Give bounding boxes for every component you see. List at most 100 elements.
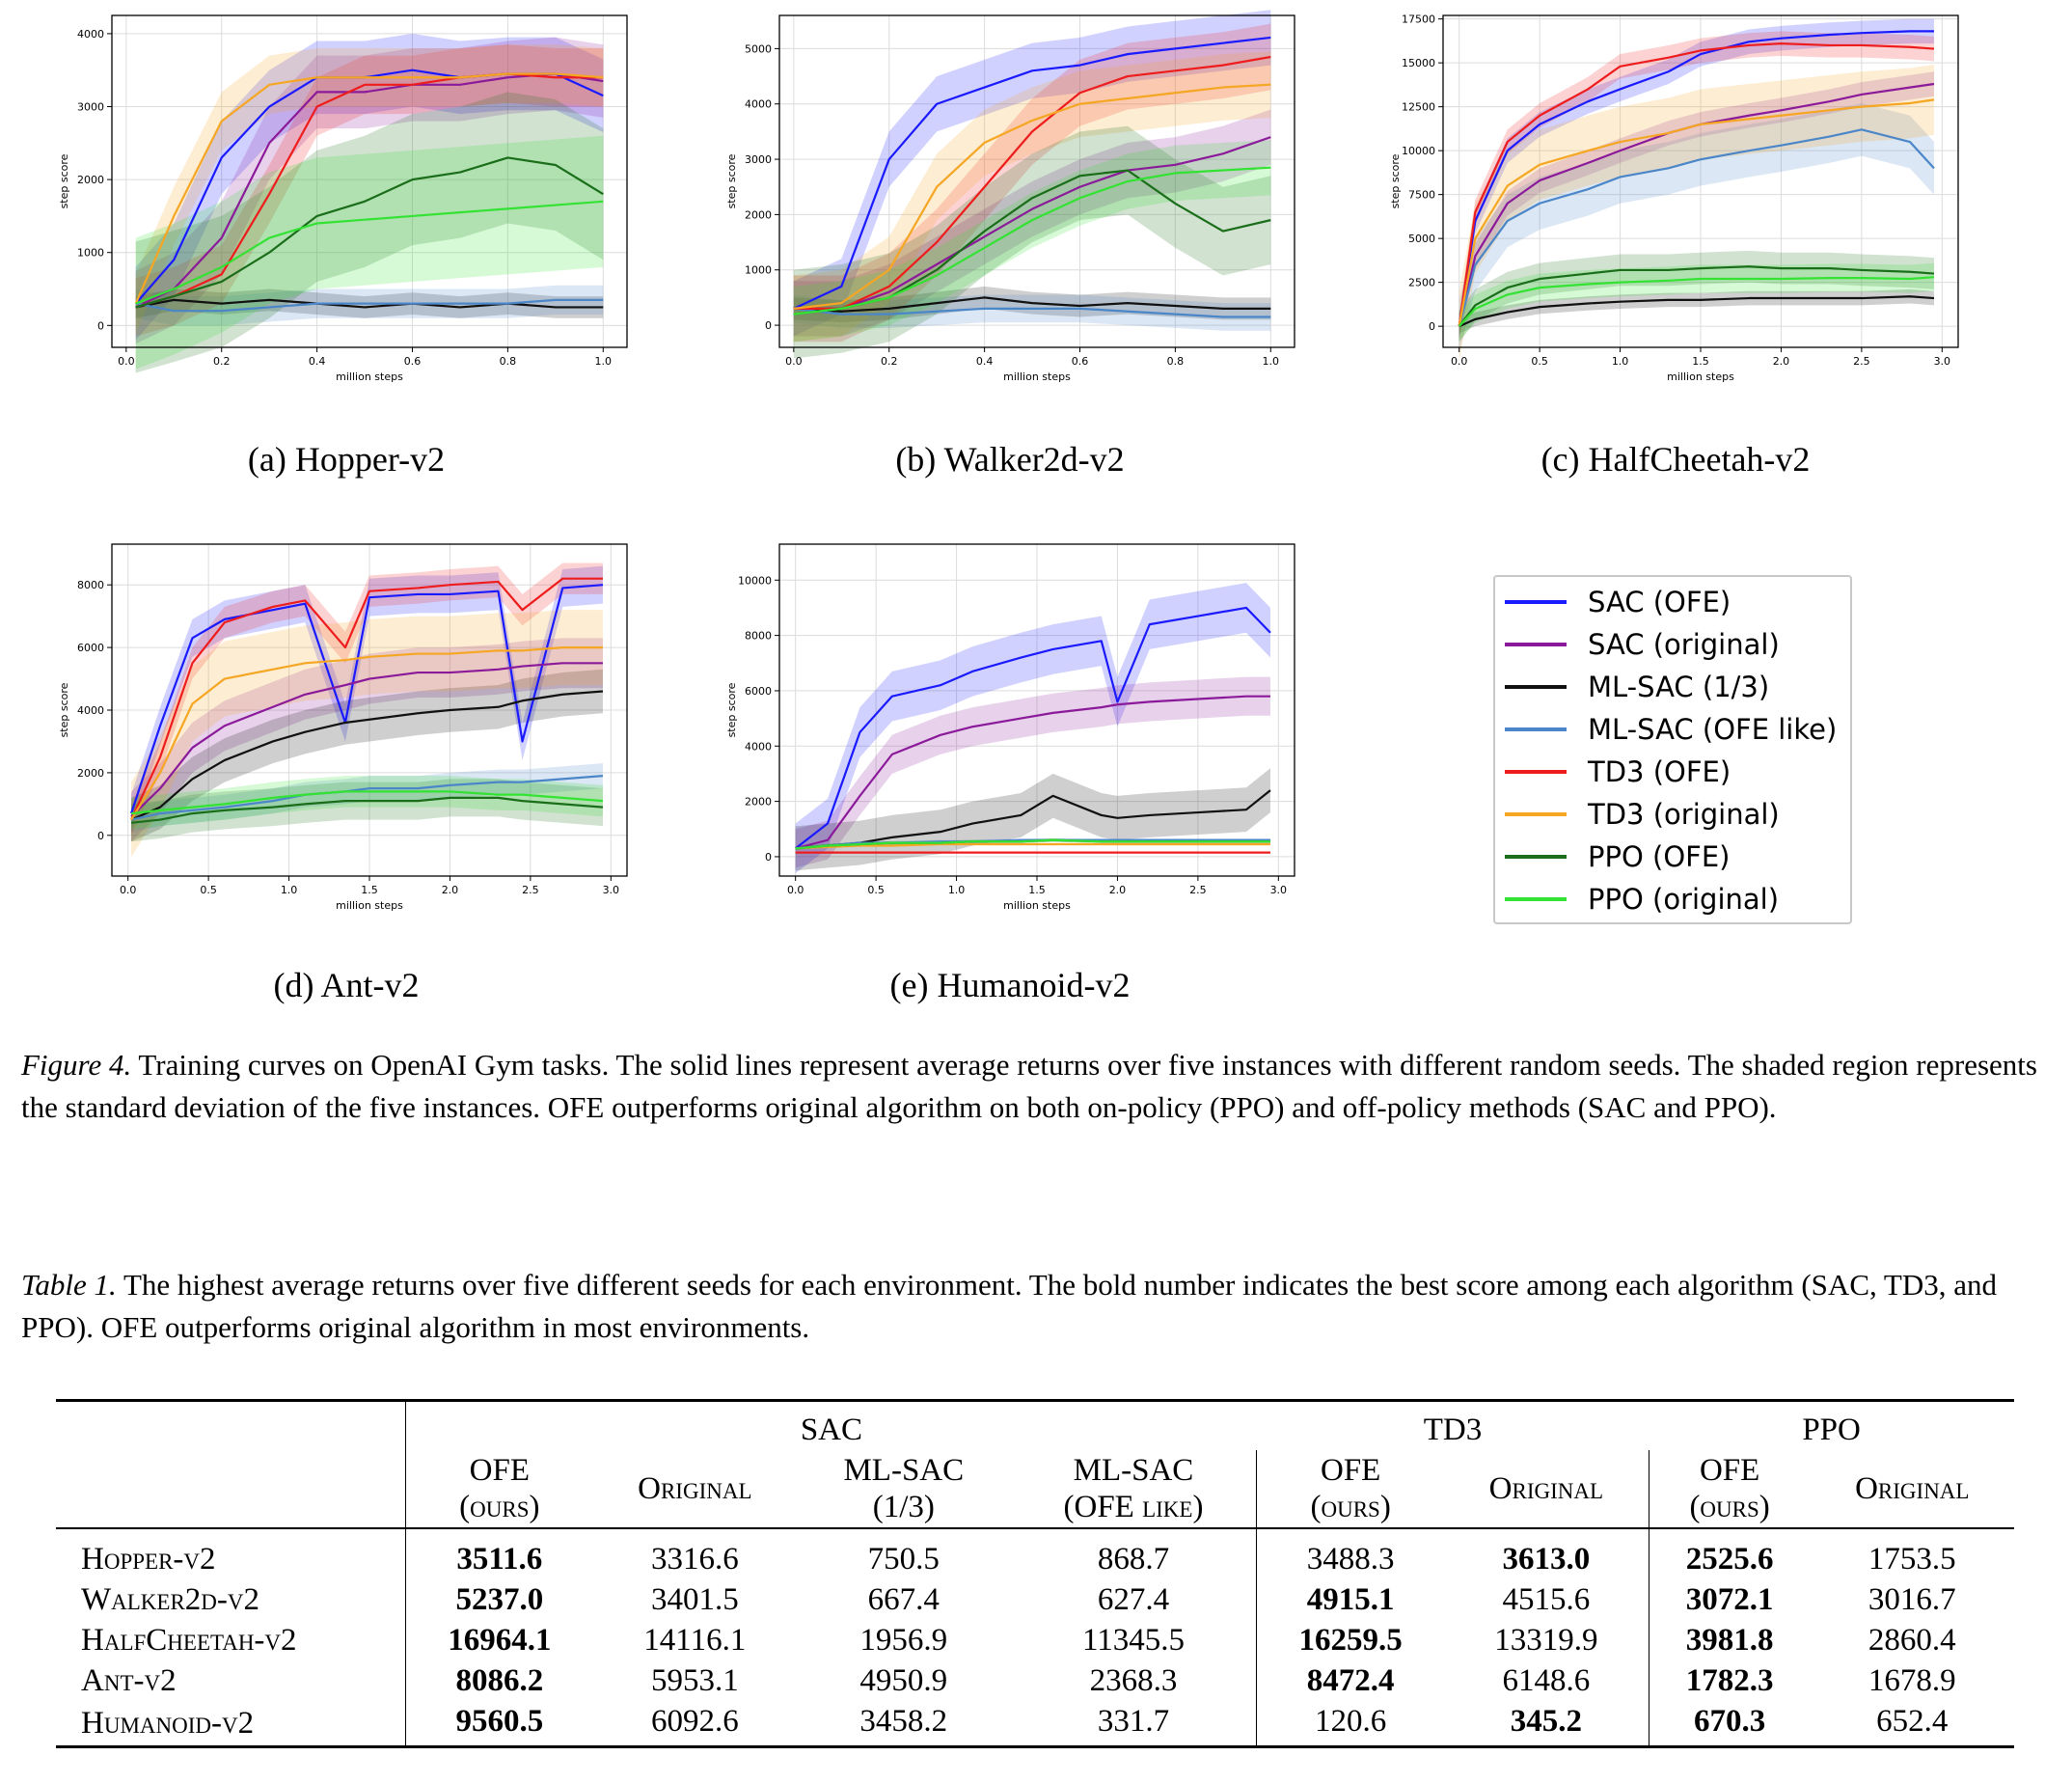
legend-label: SAC (original)	[1588, 628, 1780, 661]
x-tick-label: 1.0	[281, 884, 298, 896]
band-td3-original	[135, 44, 604, 333]
legend-item: PPO (original)	[1505, 880, 1779, 919]
chart-svg: 0.0 0.2 0.4 0.6 0.8 1.0 0 1000 2000 3000 4000 milli…	[58, 14, 628, 383]
chart-svg: 0.0 0.2 0.4 0.6 0.8 1.0 0 1000 2000 3000 4000 5000 m…	[725, 10, 1295, 383]
y-tick-label: 2500	[1408, 277, 1435, 289]
y-tick-label: 0	[765, 319, 772, 332]
plot-frame	[778, 14, 1295, 348]
chart-walker2d: 0.0 0.2 0.4 0.6 0.8 1.0 0 1000 2000 3000 4000 5000 m…	[706, 0, 1314, 396]
table-cell: 2368.3	[1089, 1663, 1178, 1698]
y-axis-label: step score	[58, 153, 70, 208]
table-row: Humanoid-v2 9560.5 6092.6 3458.2 331.7 120.6 3…	[56, 1701, 2014, 1748]
row-env-name: Ant-v2	[81, 1663, 177, 1698]
chart-svg: 0.0 0.5 1.0 1.5 2.0 2.5 3.0 0 2000 4000 6000 8000 mi…	[58, 543, 628, 912]
legend-swatch	[1505, 855, 1567, 859]
chart-svg: 0.0 0.5 1.0 1.5 2.0 2.5 3.0 0 2500 5000 7500 10000 1…	[1389, 14, 1959, 383]
legend-swatch	[1505, 812, 1567, 816]
band-td3-ofe	[131, 562, 603, 836]
table-cell: 1753.5	[1868, 1542, 1956, 1577]
table-cell: 3458.2	[797, 1701, 1011, 1748]
table-cell: 3016.7	[1868, 1582, 1956, 1617]
legend-swatch	[1505, 685, 1567, 689]
band-ppo-original	[131, 776, 603, 830]
y-tick-label: 4000	[745, 98, 772, 111]
plot-frame	[111, 14, 628, 348]
table-cell: 2860.4	[1868, 1623, 1956, 1658]
table-cell: 11345.5	[1081, 1623, 1185, 1658]
legend-label: ML-SAC (OFE like)	[1588, 713, 1838, 746]
table-cell: 120.6	[1256, 1701, 1444, 1748]
y-axis-label: step score	[58, 682, 70, 737]
table-cell: 3488.3	[1256, 1528, 1444, 1579]
band-ml-sac-ofe-like	[1459, 103, 1934, 353]
y-tick-label: 0	[765, 851, 772, 864]
series-line-ml-sac-1-3	[135, 298, 604, 309]
series-line-ppo-original	[135, 200, 604, 305]
table-cell: 6092.6	[592, 1701, 797, 1748]
x-tick-label: 0.8	[500, 355, 517, 368]
table-cell: 1782.3	[1648, 1660, 1811, 1701]
y-tick-label: 5000	[745, 42, 772, 55]
table-cell: 6148.6	[1502, 1663, 1591, 1698]
table-cell: 8086.2	[404, 1660, 593, 1701]
band-ppo-original	[793, 140, 1271, 343]
table-cell: 3981.8	[1648, 1620, 1811, 1660]
table-cell: 3072.1	[1648, 1579, 1811, 1620]
x-axis-label: million steps	[1667, 370, 1734, 383]
x-tick-label: 2.5	[1189, 884, 1207, 896]
subcaption-hopper: (a) Hopper-v2	[247, 440, 446, 479]
table-cell: 1678.9	[1868, 1663, 1956, 1698]
legend-swatch	[1505, 770, 1567, 774]
x-tick-label: 1.0	[1612, 355, 1629, 368]
y-tick-label: 2000	[745, 796, 772, 809]
x-axis-label: million steps	[336, 899, 403, 912]
x-tick-label: 0.2	[881, 355, 898, 368]
band-ppo-ofe	[135, 92, 604, 373]
y-axis-label: step score	[1389, 153, 1402, 208]
y-tick-label: 8000	[77, 579, 104, 591]
x-axis-label: million steps	[1003, 370, 1071, 383]
series-line-sac-ofe	[1458, 30, 1934, 327]
band-sac-original	[131, 638, 603, 842]
series-line-ppo-original	[793, 166, 1271, 315]
table-cell: 345.2	[1444, 1701, 1649, 1748]
band-sac-ofe	[135, 33, 604, 341]
y-tick-label: 1000	[745, 264, 772, 277]
table-row: Walker2d-v2 5237.0 3401.5 667.4 627.4 4915.1 4…	[56, 1579, 2014, 1620]
y-tick-label: 2000	[77, 767, 104, 780]
row-env-name: Walker2d-v2	[81, 1582, 260, 1617]
y-tick-label: 0	[1429, 320, 1435, 333]
table-cell: 9560.5	[404, 1701, 593, 1748]
group-header-td3: TD3	[1256, 1399, 1649, 1450]
group-header-ppo: PPO	[1649, 1399, 2014, 1450]
y-tick-label: 2000	[77, 174, 104, 186]
band-ppo-ofe	[1459, 250, 1934, 343]
table-cell: 14116.1	[643, 1623, 747, 1658]
legend-label: PPO (OFE)	[1588, 840, 1731, 873]
table-cell: 1956.9	[859, 1623, 948, 1658]
x-tick-label: 0.0	[787, 884, 804, 896]
table-cell: 4950.9	[859, 1663, 948, 1698]
x-tick-label: 2.0	[1773, 355, 1790, 368]
y-tick-label: 4000	[77, 28, 104, 41]
table-cell: 16964.1	[404, 1620, 593, 1660]
series-line-ml-sac-1-3	[1459, 295, 1935, 328]
col-header: OFE (ours)	[1648, 1450, 1811, 1529]
chart-legend: SAC (OFE) SAC (original) ML-SAC (1/3) ML…	[1493, 575, 1852, 924]
series-line-sac-original	[130, 662, 603, 818]
series-line-td3-original	[134, 72, 604, 305]
band-ppo-ofe	[793, 125, 1271, 359]
table-cell: 3511.6	[404, 1528, 593, 1579]
x-tick-label: 2.0	[1109, 884, 1127, 896]
table-row: Hopper-v2 3511.6 3316.6 750.5 868.7 3488.3 361…	[56, 1528, 2014, 1579]
band-sac-original	[793, 109, 1271, 337]
x-tick-label: 0.4	[309, 355, 326, 368]
y-tick-label: 1000	[77, 247, 104, 260]
x-tick-label: 1.5	[361, 884, 378, 896]
table-group-header-row: SAC TD3 PPO	[56, 1399, 2014, 1450]
table-caption-label: Table 1.	[21, 1268, 117, 1302]
series-line-sac-original	[795, 695, 1270, 850]
y-tick-label: 5000	[1408, 233, 1435, 245]
band-td3-original	[131, 610, 603, 858]
table-cell: 2525.6	[1648, 1528, 1811, 1579]
